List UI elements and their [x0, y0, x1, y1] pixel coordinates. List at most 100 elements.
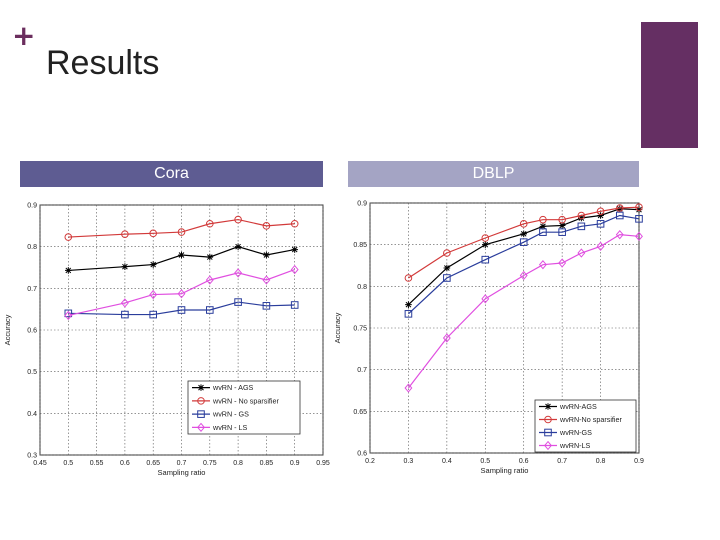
- cora-x-tick-label: 0.5: [63, 460, 73, 467]
- dblp-series-2-point: [577, 222, 586, 231]
- cora-series-0-point: [121, 263, 129, 270]
- cora-series-3-point: [64, 310, 73, 321]
- cora-x-tick-label: 0.65: [146, 460, 160, 467]
- dblp-legend-marker: [544, 428, 552, 437]
- dblp-series-1: [404, 203, 643, 282]
- dblp-series-1-point: [519, 220, 528, 228]
- dblp-x-tick-label: 0.3: [404, 458, 414, 465]
- dblp-series-2-point: [404, 310, 413, 318]
- dblp-legend-label: wvRN-AGS: [559, 402, 597, 411]
- cora-x-tick-label: 0.75: [203, 460, 217, 467]
- dblp-series-3-point: [538, 259, 547, 270]
- dblp-legend-marker: [544, 440, 552, 451]
- chart-label-dblp: DBLP: [348, 161, 639, 187]
- cora-legend-marker: [197, 410, 205, 418]
- cora-series-2-point: [64, 309, 73, 318]
- plus-icon: +: [12, 19, 36, 52]
- dblp-series-0: [405, 205, 643, 308]
- dblp-series-2: [404, 211, 643, 318]
- dblp-y-tick-label: 0.85: [353, 242, 367, 249]
- dblp-series-3-point: [635, 231, 643, 242]
- cora-y-axis-label: Accuracy: [3, 314, 12, 345]
- dblp-series-0-point: [443, 264, 451, 272]
- dblp-series-0-point: [405, 301, 412, 308]
- dblp-series-0-point: [578, 214, 585, 222]
- cora-series-3-point: [234, 268, 243, 278]
- dblp-series-1-point: [596, 207, 605, 216]
- dblp-series-1-point: [539, 215, 547, 224]
- cora-series-0-line: [68, 246, 295, 272]
- dblp-y-tick-label: 0.75: [353, 326, 367, 333]
- dblp-series-3-point: [577, 248, 586, 258]
- dblp-series-3-point: [442, 333, 451, 343]
- dblp-series-1-point: [443, 249, 451, 257]
- dblp-x-tick-label: 0.8: [596, 458, 606, 465]
- dblp-legend-box: [534, 399, 637, 453]
- cora-series-0-point: [149, 261, 157, 268]
- cora-y-tick-label: 0.8: [27, 244, 37, 251]
- cora-y-tick-label: 0.9: [27, 203, 37, 210]
- cora-x-axis-label: Sampling ratio: [158, 468, 206, 477]
- cora-x-tick-label: 0.8: [233, 460, 243, 467]
- accent-bar: [641, 22, 698, 148]
- dblp-y-tick-label: 0.9: [357, 201, 367, 208]
- cora-legend-marker: [197, 422, 205, 433]
- dblp-y-tick-label: 0.6: [357, 451, 367, 458]
- dblp-series-0-point: [481, 241, 489, 248]
- dblp-series-0-point: [520, 230, 528, 238]
- cora-series-3-point: [290, 264, 299, 275]
- dblp-x-axis-label: Sampling ratio: [481, 466, 529, 475]
- cora-legend-label: wvRN - No sparsifier: [212, 396, 280, 405]
- cora-y-tick-label: 0.7: [27, 286, 37, 293]
- cora-y-tick-label: 0.6: [27, 328, 37, 335]
- cora-y-tick-label: 0.3: [27, 453, 37, 460]
- cora-series-3-point: [149, 289, 158, 300]
- cora-series-3: [64, 264, 299, 321]
- cora-series-0-point: [178, 251, 185, 259]
- dblp-series-3-point: [519, 270, 528, 281]
- cora-y-tick-label: 0.4: [27, 411, 37, 418]
- dblp-y-axis-label: Accuracy: [333, 312, 342, 343]
- cora-legend-box: [187, 380, 301, 435]
- cora-series-1-point: [234, 215, 242, 224]
- dblp-series-1-point: [404, 274, 413, 282]
- dblp-legend-label: wvRN-LS: [559, 441, 591, 450]
- cora-x-tick-label: 0.95: [316, 460, 330, 467]
- cora-series-1-point: [177, 228, 186, 236]
- cora-x-tick-label: 0.7: [177, 460, 187, 467]
- dblp-series-0-line: [408, 208, 640, 306]
- cora-legend-label: wvRN - AGS: [212, 383, 254, 392]
- dblp-x-tick-label: 0.7: [557, 458, 567, 465]
- cora-series-0-point: [291, 246, 298, 253]
- cora-series-2-point: [262, 302, 271, 310]
- cora-series-3-line: [68, 269, 295, 317]
- cora-legend-marker: [197, 397, 205, 405]
- cora-legend: wvRN - AGS wvRN - No sparsifier wvRN - GS w…: [187, 380, 301, 435]
- cora-series-1-point: [262, 222, 271, 230]
- cora-series-0-point: [234, 243, 242, 250]
- dblp-series-2-point: [558, 228, 566, 236]
- dblp-series-2-point: [481, 255, 490, 264]
- cora-y-tick-label: 0.5: [27, 369, 37, 376]
- cora-legend-marker: [197, 384, 205, 391]
- slide-title: Results: [46, 44, 160, 82]
- dblp-legend-label: wvRN-No sparsifier: [559, 415, 623, 424]
- cora-series-2-point: [290, 301, 299, 309]
- cora-series-3-point: [120, 298, 129, 308]
- dblp-series-1-point: [577, 211, 586, 220]
- dblp-series-3: [404, 229, 643, 393]
- cora-series-1-point: [290, 219, 299, 228]
- dblp-legend-marker: [544, 415, 552, 424]
- dblp-series-2-point: [539, 228, 547, 236]
- cora-series-1-point: [149, 229, 157, 238]
- cora-series-3-point: [205, 275, 214, 285]
- cora-series-1: [64, 215, 299, 241]
- dblp-series-1-line: [408, 206, 640, 279]
- dblp-series-3-point: [404, 383, 413, 393]
- cora-x-tick-label: 0.6: [120, 460, 130, 467]
- cora-series-0-point: [65, 267, 72, 274]
- dblp-series-3-point: [558, 258, 567, 268]
- chart-label-cora: Cora: [20, 161, 323, 187]
- dblp-y-tick-label: 0.7: [357, 367, 367, 374]
